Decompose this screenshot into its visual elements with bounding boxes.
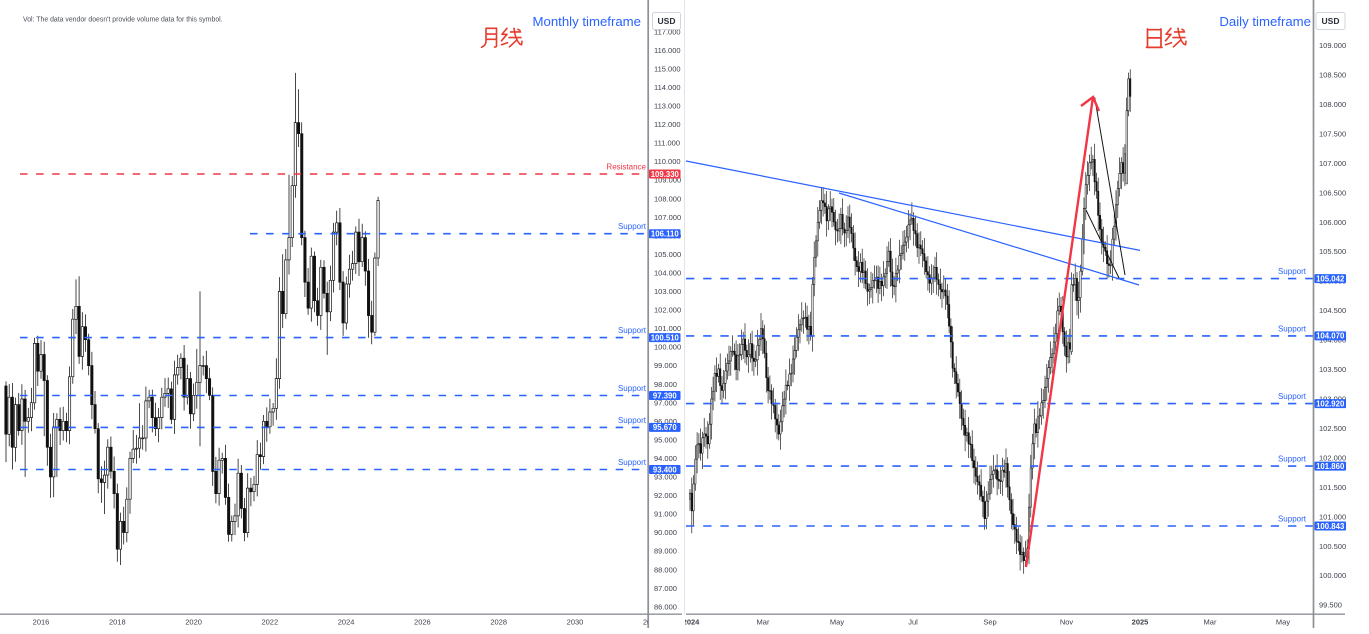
svg-text:100.500: 100.500	[1319, 542, 1346, 551]
svg-text:Support: Support	[618, 326, 647, 335]
svg-text:Support: Support	[1278, 267, 1307, 276]
svg-text:113.000: 113.000	[654, 102, 681, 111]
svg-text:Support: Support	[618, 222, 647, 231]
svg-text:99.000: 99.000	[654, 361, 677, 370]
svg-text:2030: 2030	[567, 618, 584, 627]
svg-text:110.000: 110.000	[654, 157, 681, 166]
svg-text:2025: 2025	[1132, 618, 1149, 627]
svg-text:Support: Support	[618, 416, 647, 425]
svg-text:2022: 2022	[261, 618, 278, 627]
svg-text:Support: Support	[1278, 455, 1307, 464]
svg-text:100.510: 100.510	[651, 333, 680, 342]
svg-text:109.000: 109.000	[1319, 41, 1346, 50]
svg-text:2024: 2024	[683, 618, 701, 627]
svg-text:102.000: 102.000	[654, 306, 681, 315]
svg-text:105.500: 105.500	[1319, 247, 1346, 256]
svg-text:109.000: 109.000	[654, 176, 681, 185]
svg-text:Support: Support	[1278, 392, 1307, 401]
svg-text:107.000: 107.000	[1319, 159, 1346, 168]
svg-text:2028: 2028	[490, 618, 507, 627]
svg-text:92.000: 92.000	[654, 491, 677, 500]
svg-text:103.500: 103.500	[1319, 365, 1346, 374]
svg-text:107.500: 107.500	[1319, 129, 1346, 138]
svg-text:88.000: 88.000	[654, 565, 677, 574]
svg-text:Resistance: Resistance	[606, 162, 646, 171]
svg-text:Support: Support	[1278, 324, 1307, 333]
svg-text:Daily timeframe: Daily timeframe	[1219, 14, 1311, 29]
svg-text:Support: Support	[1278, 515, 1307, 524]
svg-text:USD: USD	[1322, 16, 1340, 26]
svg-text:89.000: 89.000	[654, 547, 677, 556]
svg-text:2026: 2026	[414, 618, 431, 627]
svg-text:Mar: Mar	[1204, 618, 1217, 627]
svg-text:102.500: 102.500	[1319, 424, 1346, 433]
svg-text:102.920: 102.920	[1316, 399, 1345, 408]
svg-text:Support: Support	[618, 384, 647, 393]
svg-text:USD: USD	[658, 16, 676, 26]
svg-text:97.390: 97.390	[653, 391, 678, 400]
svg-text:98.000: 98.000	[654, 380, 677, 389]
svg-text:107.000: 107.000	[654, 213, 681, 222]
svg-text:90.000: 90.000	[654, 528, 677, 537]
svg-text:May: May	[830, 618, 844, 627]
svg-text:109.330: 109.330	[651, 170, 680, 179]
svg-text:100.000: 100.000	[1319, 571, 1346, 580]
svg-text:2020: 2020	[185, 618, 202, 627]
svg-text:2016: 2016	[33, 618, 50, 627]
svg-text:112.000: 112.000	[654, 120, 681, 129]
svg-text:106.000: 106.000	[1319, 218, 1346, 227]
svg-text:2032: 2032	[643, 618, 660, 627]
svg-text:Monthly timeframe: Monthly timeframe	[533, 14, 641, 29]
svg-text:108.000: 108.000	[654, 194, 681, 203]
svg-text:May: May	[1276, 618, 1290, 627]
svg-text:Nov: Nov	[1060, 618, 1074, 627]
svg-text:101.860: 101.860	[1316, 462, 1345, 471]
svg-text:106.500: 106.500	[1319, 188, 1346, 197]
svg-text:115.000: 115.000	[654, 64, 681, 73]
svg-text:Support: Support	[618, 458, 647, 467]
svg-text:96.000: 96.000	[654, 417, 677, 426]
svg-text:Vol: The data vendor doesn't p: Vol: The data vendor doesn't provide vol…	[23, 17, 223, 24]
svg-text:103.000: 103.000	[654, 287, 681, 296]
svg-text:106.110: 106.110	[651, 230, 679, 239]
svg-text:101.500: 101.500	[1319, 483, 1346, 492]
svg-text:Sep: Sep	[983, 618, 996, 627]
svg-text:91.000: 91.000	[654, 510, 677, 519]
svg-text:87.000: 87.000	[654, 584, 677, 593]
svg-text:105.042: 105.042	[1316, 274, 1345, 283]
svg-text:103.000: 103.000	[1319, 395, 1346, 404]
svg-text:99.500: 99.500	[1319, 601, 1342, 610]
svg-text:Jul: Jul	[908, 618, 918, 627]
svg-text:Mar: Mar	[757, 618, 770, 627]
svg-text:104.500: 104.500	[1319, 306, 1346, 315]
svg-text:95.000: 95.000	[654, 435, 677, 444]
svg-text:102.000: 102.000	[1319, 453, 1346, 462]
svg-text:114.000: 114.000	[654, 83, 681, 92]
svg-text:105.000: 105.000	[654, 250, 681, 259]
svg-text:108.000: 108.000	[1319, 100, 1346, 109]
svg-text:95.670: 95.670	[653, 423, 678, 432]
svg-text:117.000: 117.000	[654, 27, 681, 36]
svg-text:116.000: 116.000	[654, 46, 681, 55]
svg-text:86.000: 86.000	[654, 602, 677, 611]
svg-text:100.000: 100.000	[654, 343, 681, 352]
svg-text:97.000: 97.000	[654, 398, 677, 407]
svg-text:101.000: 101.000	[654, 324, 681, 333]
svg-text:93.400: 93.400	[653, 465, 678, 474]
svg-text:108.500: 108.500	[1319, 71, 1346, 80]
svg-text:111.000: 111.000	[654, 139, 680, 148]
svg-text:104.070: 104.070	[1316, 332, 1345, 341]
svg-text:2018: 2018	[109, 618, 126, 627]
svg-text:93.000: 93.000	[654, 473, 677, 482]
svg-text:101.000: 101.000	[1319, 512, 1346, 521]
svg-text:94.000: 94.000	[654, 454, 677, 463]
svg-text:104.000: 104.000	[654, 269, 681, 278]
svg-text:2024: 2024	[338, 618, 355, 627]
svg-text:100.843: 100.843	[1316, 522, 1345, 531]
